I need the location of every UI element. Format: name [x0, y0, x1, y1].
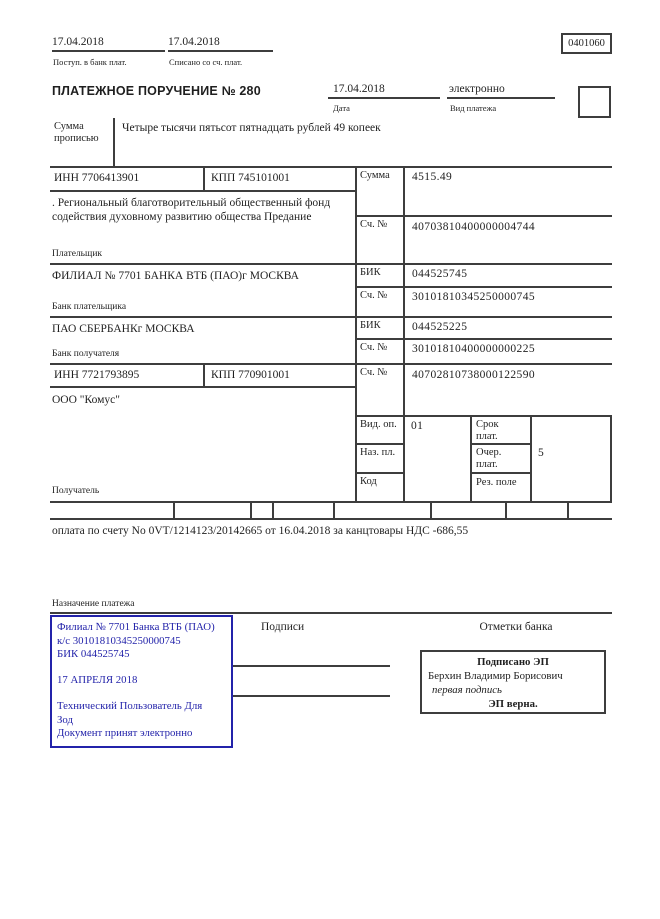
payee-bank-account-label: Сч. № [355, 340, 405, 365]
res-field-label: Рез. поле [472, 474, 532, 503]
bank-marks-label: Отметки банка [479, 621, 553, 633]
bank-stamp-line: Документ принят электронно [57, 727, 193, 739]
payer-bank-account-row: Сч. № 30101810345250000745 [355, 288, 612, 318]
operation-grid: Вид. оп. Наз. пл. Код 01 Срок плат. Очер… [355, 417, 612, 503]
document-date-field: 17.04.2018 [328, 82, 440, 99]
payee-account-label: Сч. № [355, 365, 405, 415]
order-label: Очер. плат. [476, 447, 502, 470]
payee-bank-bik-row: БИК 044525225 [355, 318, 612, 340]
payment-purpose-label: Назначение платежа [52, 599, 135, 609]
payer-bank-bik-row: БИК 044525745 [355, 265, 612, 288]
payment-kind-label: Вид платежа [450, 103, 497, 113]
payer-bank-bik-value: 044525745 [412, 268, 468, 280]
bank-stamp-line: Зод [57, 713, 73, 726]
status-box [578, 86, 611, 118]
payee-account-row: Сч. № 40702810738000122590 [355, 365, 612, 417]
payer-bank-account-value: 30101810345250000745 [412, 291, 535, 303]
payee-bank-bik-label: БИК [355, 318, 405, 338]
bank-stamp-box: Филиал № 7701 Банка ВТБ (ПАО) к/с 301018… [50, 615, 233, 748]
document-title: ПЛАТЕЖНОЕ ПОРУЧЕНИЕ № 280 [52, 84, 261, 98]
bank-stamp-line: Технический Пользователь Для [57, 700, 203, 712]
esign-title: Подписано ЭП [477, 656, 549, 668]
cell-divider [430, 503, 432, 518]
payee-bank-bik-value: 044525225 [412, 321, 468, 333]
bank-stamp-line: к/с 30101810345250000745 [57, 634, 181, 647]
date-debited-field: 17.04.2018 [168, 35, 273, 52]
amount-words-row: Сумма прописью Четыре тысячи пятьсот пят… [50, 118, 612, 168]
esign-signer-name: Берхин Владимир Борисович [428, 670, 563, 682]
bank-stamp-line: БИК 044525745 [57, 648, 130, 660]
purpose-section-line [50, 612, 612, 614]
payer-account-row: Сч. № 40703810400000004744 [355, 217, 612, 265]
payee-row: ИНН 7721793895 КПП 770901001 ООО "Комус"… [50, 365, 612, 503]
empty-fields-row [50, 503, 612, 520]
code-label: Код [355, 474, 405, 503]
payment-table: Сумма прописью Четыре тысячи пятьсот пят… [50, 118, 612, 520]
amount-words-label: Сумма прописью [50, 118, 115, 168]
op-type-value: 01 [405, 417, 472, 503]
amount-label: Сумма [355, 168, 405, 215]
payer-account-value: 40703810400000004744 [412, 221, 535, 233]
cell-divider [505, 503, 507, 518]
cell-divider [250, 503, 252, 518]
document-date-label: Дата [333, 103, 350, 113]
naz-pl-label: Наз. пл. [355, 445, 405, 474]
order-value: 5 [538, 447, 545, 459]
term-cell: Срок плат. [472, 417, 532, 445]
stamp-spacer [57, 662, 226, 674]
payee-kpp: КПП 770901001 [211, 369, 290, 381]
signatures-label: Подписи [261, 621, 305, 633]
payer-kpp: КПП 745101001 [211, 172, 290, 184]
esign-note: первая подпись [432, 684, 502, 696]
date-debited-label: Списано со сч. плат. [169, 57, 243, 67]
payee-bank-row: ПАО СБЕРБАНКг МОСКВА Банк получателя БИК… [50, 318, 612, 365]
payee-bank-section-label: Банк получателя [52, 349, 120, 359]
payer-inn-kpp-row: ИНН 7706413901 КПП 745101001 [50, 168, 355, 192]
date-received-field: 17.04.2018 [52, 35, 165, 52]
cell-divider [272, 503, 274, 518]
stamp-spacer [57, 687, 226, 700]
payer-bank-section-label: Банк плательщика [52, 302, 127, 312]
payer-bank-name: ФИЛИАЛ № 7701 БАНКА ВТБ (ПАО)г МОСКВА [52, 270, 299, 282]
payer-row: ИНН 7706413901 КПП 745101001 . Региональ… [50, 168, 612, 265]
payee-account-value: 40702810738000122590 [412, 369, 535, 381]
esign-verdict: ЭП верна. [488, 698, 538, 710]
bank-stamp-date: 17 АПРЕЛЯ 2018 [57, 673, 138, 686]
term-label: Срок плат. [476, 419, 499, 442]
bank-stamp-line: Филиал № 7701 Банка ВТБ (ПАО) [57, 621, 215, 633]
payer-bank-row: ФИЛИАЛ № 7701 БАНКА ВТБ (ПАО)г МОСКВА Ба… [50, 265, 612, 318]
signature-line-1 [233, 665, 390, 667]
payee-name: ООО "Комус" [52, 394, 120, 406]
form-code-box: 0401060 [561, 33, 612, 54]
signature-line-2 [233, 695, 390, 697]
payer-bank-account-label: Сч. № [355, 288, 405, 318]
payee-bank-account-value: 30101810400000000225 [412, 343, 535, 355]
cell-divider [173, 503, 175, 518]
payee-bank-name: ПАО СБЕРБАНКг МОСКВА [52, 323, 195, 335]
payee-section-label: Получатель [52, 486, 100, 496]
payment-kind-field: электронно [447, 82, 555, 99]
payer-name: . Региональный благотворительный обществ… [52, 197, 331, 223]
payer-inn: ИНН 7706413901 [50, 168, 205, 190]
amount-words-value: Четыре тысячи пятьсот пятнадцать рублей … [122, 122, 381, 134]
payee-inn: ИНН 7721793895 [50, 365, 205, 386]
amount-value: 4515.49 [412, 171, 453, 183]
amount-cell-row: Сумма 4515.49 [355, 168, 612, 217]
payer-account-label: Сч. № [355, 217, 405, 265]
cell-divider [567, 503, 569, 518]
order-cell: Очер. плат. [472, 445, 532, 474]
payment-purpose-text: оплата по счету No 0VT/1214123/20142665 … [52, 525, 469, 537]
cell-divider [333, 503, 335, 518]
date-received-label: Поступ. в банк плат. [53, 57, 127, 67]
esign-stamp-box: Подписано ЭП Берхин Владимир Борисович п… [420, 650, 606, 714]
payer-bank-bik-label: БИК [355, 265, 405, 286]
payee-bank-account-row: Сч. № 30101810400000000225 [355, 340, 612, 365]
op-type-label: Вид. оп. [355, 417, 405, 445]
payer-section-label: Плательщик [52, 249, 103, 259]
payee-inn-kpp-row: ИНН 7721793895 КПП 770901001 [50, 365, 355, 388]
